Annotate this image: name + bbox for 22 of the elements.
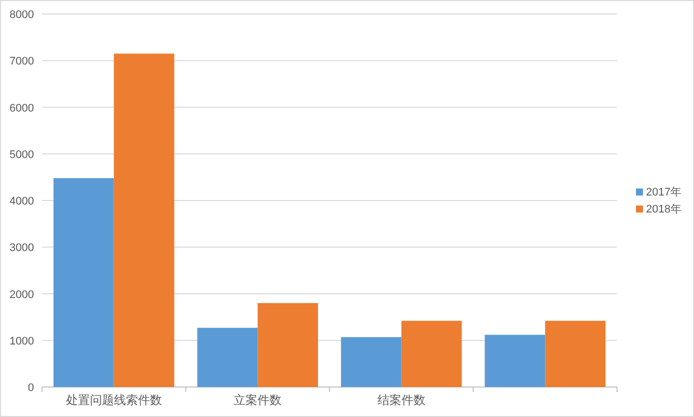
x-tick-label: 处置问题线索件数 bbox=[66, 393, 162, 407]
x-tick-label: 结案件数 bbox=[377, 393, 426, 407]
y-tick-label: 2000 bbox=[10, 288, 34, 301]
bar bbox=[258, 303, 318, 387]
bar bbox=[484, 334, 546, 387]
bar bbox=[54, 178, 114, 387]
y-tick-label: 6000 bbox=[10, 102, 34, 114]
y-tick-label: 5000 bbox=[10, 148, 34, 161]
y-tick-label: 3000 bbox=[10, 242, 34, 254]
x-tick-label: 立案件数 bbox=[234, 393, 282, 407]
y-tick-label: 0 bbox=[28, 382, 34, 394]
bar bbox=[114, 54, 174, 387]
bar bbox=[197, 328, 258, 387]
y-tick-label: 8000 bbox=[10, 9, 34, 21]
bar bbox=[545, 320, 606, 387]
y-tick-label: 4000 bbox=[10, 196, 34, 208]
y-tick-label: 1000 bbox=[10, 335, 34, 348]
bar bbox=[401, 320, 462, 387]
y-tick-label: 7000 bbox=[10, 56, 34, 68]
legend-label: 2017年 bbox=[646, 186, 682, 198]
bar bbox=[341, 337, 402, 387]
legend-label: 2018年 bbox=[646, 204, 682, 216]
